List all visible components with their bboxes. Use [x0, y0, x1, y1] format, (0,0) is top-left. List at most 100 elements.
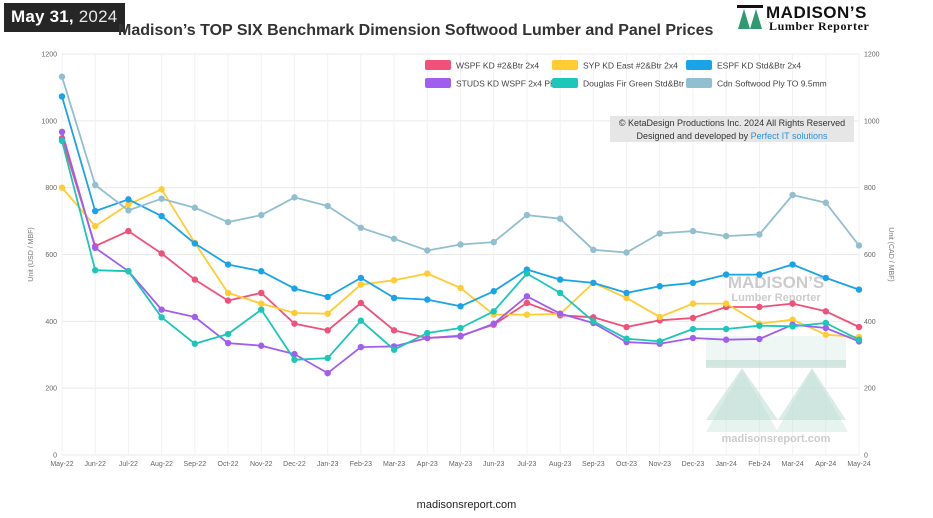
data-point[interactable]	[357, 343, 365, 351]
data-point[interactable]	[789, 316, 796, 323]
data-point[interactable]	[822, 308, 829, 315]
data-point[interactable]	[224, 218, 232, 226]
data-point[interactable]	[158, 212, 165, 220]
data-point[interactable]	[623, 249, 630, 256]
data-point[interactable]	[523, 311, 531, 318]
data-point[interactable]	[756, 303, 763, 311]
data-point[interactable]	[158, 306, 165, 313]
data-point[interactable]	[689, 227, 697, 235]
data-point[interactable]	[656, 338, 663, 345]
data-point[interactable]	[656, 230, 663, 237]
data-point[interactable]	[224, 261, 232, 268]
data-point[interactable]	[357, 224, 365, 231]
data-point[interactable]	[556, 276, 564, 283]
data-point[interactable]	[424, 270, 431, 277]
data-point[interactable]	[224, 330, 232, 338]
data-point[interactable]	[523, 293, 531, 300]
data-point[interactable]	[424, 247, 431, 254]
data-point[interactable]	[390, 327, 398, 334]
data-point[interactable]	[258, 268, 265, 275]
data-point[interactable]	[324, 202, 331, 210]
footer-url[interactable]: madisonsreport.com	[416, 499, 517, 511]
data-point[interactable]	[623, 289, 630, 297]
data-point[interactable]	[424, 334, 431, 342]
data-point[interactable]	[490, 320, 497, 327]
data-point[interactable]	[689, 334, 697, 342]
data-point[interactable]	[125, 201, 132, 208]
data-point[interactable]	[324, 369, 331, 377]
data-point[interactable]	[191, 204, 199, 211]
data-point[interactable]	[722, 271, 730, 278]
data-point[interactable]	[855, 242, 863, 249]
data-point[interactable]	[191, 240, 199, 247]
data-point[interactable]	[291, 194, 298, 201]
data-point[interactable]	[258, 211, 265, 219]
data-point[interactable]	[855, 323, 863, 331]
legend-item[interactable]: ESPF KD Std&Btr 2x4	[686, 60, 801, 71]
data-point[interactable]	[390, 235, 398, 242]
credits-developer-link[interactable]: Perfect IT solutions	[751, 131, 828, 141]
data-point[interactable]	[357, 281, 365, 288]
data-point[interactable]	[291, 356, 298, 363]
data-point[interactable]	[590, 318, 597, 325]
data-point[interactable]	[158, 314, 165, 321]
data-point[interactable]	[689, 300, 697, 307]
legend-item[interactable]: STUDS KD WSPF 2x4 PET	[425, 78, 561, 89]
data-point[interactable]	[92, 222, 99, 230]
data-point[interactable]	[623, 323, 630, 331]
data-point[interactable]	[689, 325, 697, 333]
legend-item[interactable]: Cdn Softwood Ply TO 9.5mm	[686, 78, 827, 89]
legend-item[interactable]: WSPF KD #2&Btr 2x4	[425, 60, 539, 71]
data-point[interactable]	[556, 310, 564, 317]
data-point[interactable]	[324, 310, 331, 317]
data-point[interactable]	[357, 299, 365, 307]
data-point[interactable]	[324, 354, 331, 362]
data-point[interactable]	[822, 274, 829, 282]
data-point[interactable]	[390, 277, 398, 284]
data-point[interactable]	[258, 306, 265, 313]
data-point[interactable]	[58, 137, 66, 145]
data-point[interactable]	[756, 271, 763, 278]
data-point[interactable]	[158, 186, 165, 193]
data-point[interactable]	[822, 199, 829, 206]
data-point[interactable]	[789, 300, 796, 307]
data-point[interactable]	[125, 227, 132, 235]
data-point[interactable]	[258, 300, 265, 307]
data-point[interactable]	[822, 319, 829, 327]
data-point[interactable]	[822, 331, 829, 338]
data-point[interactable]	[722, 325, 730, 333]
data-point[interactable]	[58, 184, 66, 191]
data-point[interactable]	[357, 274, 365, 282]
data-point[interactable]	[191, 340, 199, 347]
data-point[interactable]	[789, 323, 796, 330]
data-point[interactable]	[291, 350, 298, 358]
data-point[interactable]	[224, 297, 232, 304]
data-point[interactable]	[490, 238, 497, 246]
data-point[interactable]	[523, 270, 531, 277]
data-point[interactable]	[756, 322, 763, 329]
data-point[interactable]	[58, 93, 66, 100]
data-point[interactable]	[58, 73, 66, 80]
data-point[interactable]	[58, 128, 66, 136]
data-point[interactable]	[789, 261, 796, 268]
data-point[interactable]	[92, 244, 99, 252]
data-point[interactable]	[822, 324, 829, 332]
data-point[interactable]	[324, 293, 331, 301]
data-point[interactable]	[656, 283, 663, 290]
data-point[interactable]	[457, 333, 464, 340]
data-point[interactable]	[390, 294, 398, 302]
data-point[interactable]	[224, 339, 232, 347]
data-point[interactable]	[523, 211, 531, 219]
data-point[interactable]	[324, 327, 331, 334]
legend-item[interactable]: SYP KD East #2&Btr 2x4	[552, 60, 678, 71]
data-point[interactable]	[590, 246, 597, 254]
data-point[interactable]	[258, 289, 265, 297]
data-point[interactable]	[490, 308, 497, 315]
data-point[interactable]	[457, 324, 464, 332]
data-point[interactable]	[756, 231, 763, 238]
data-point[interactable]	[125, 207, 132, 214]
data-point[interactable]	[523, 299, 531, 307]
data-point[interactable]	[158, 250, 165, 257]
data-point[interactable]	[125, 196, 132, 203]
data-point[interactable]	[656, 313, 663, 321]
